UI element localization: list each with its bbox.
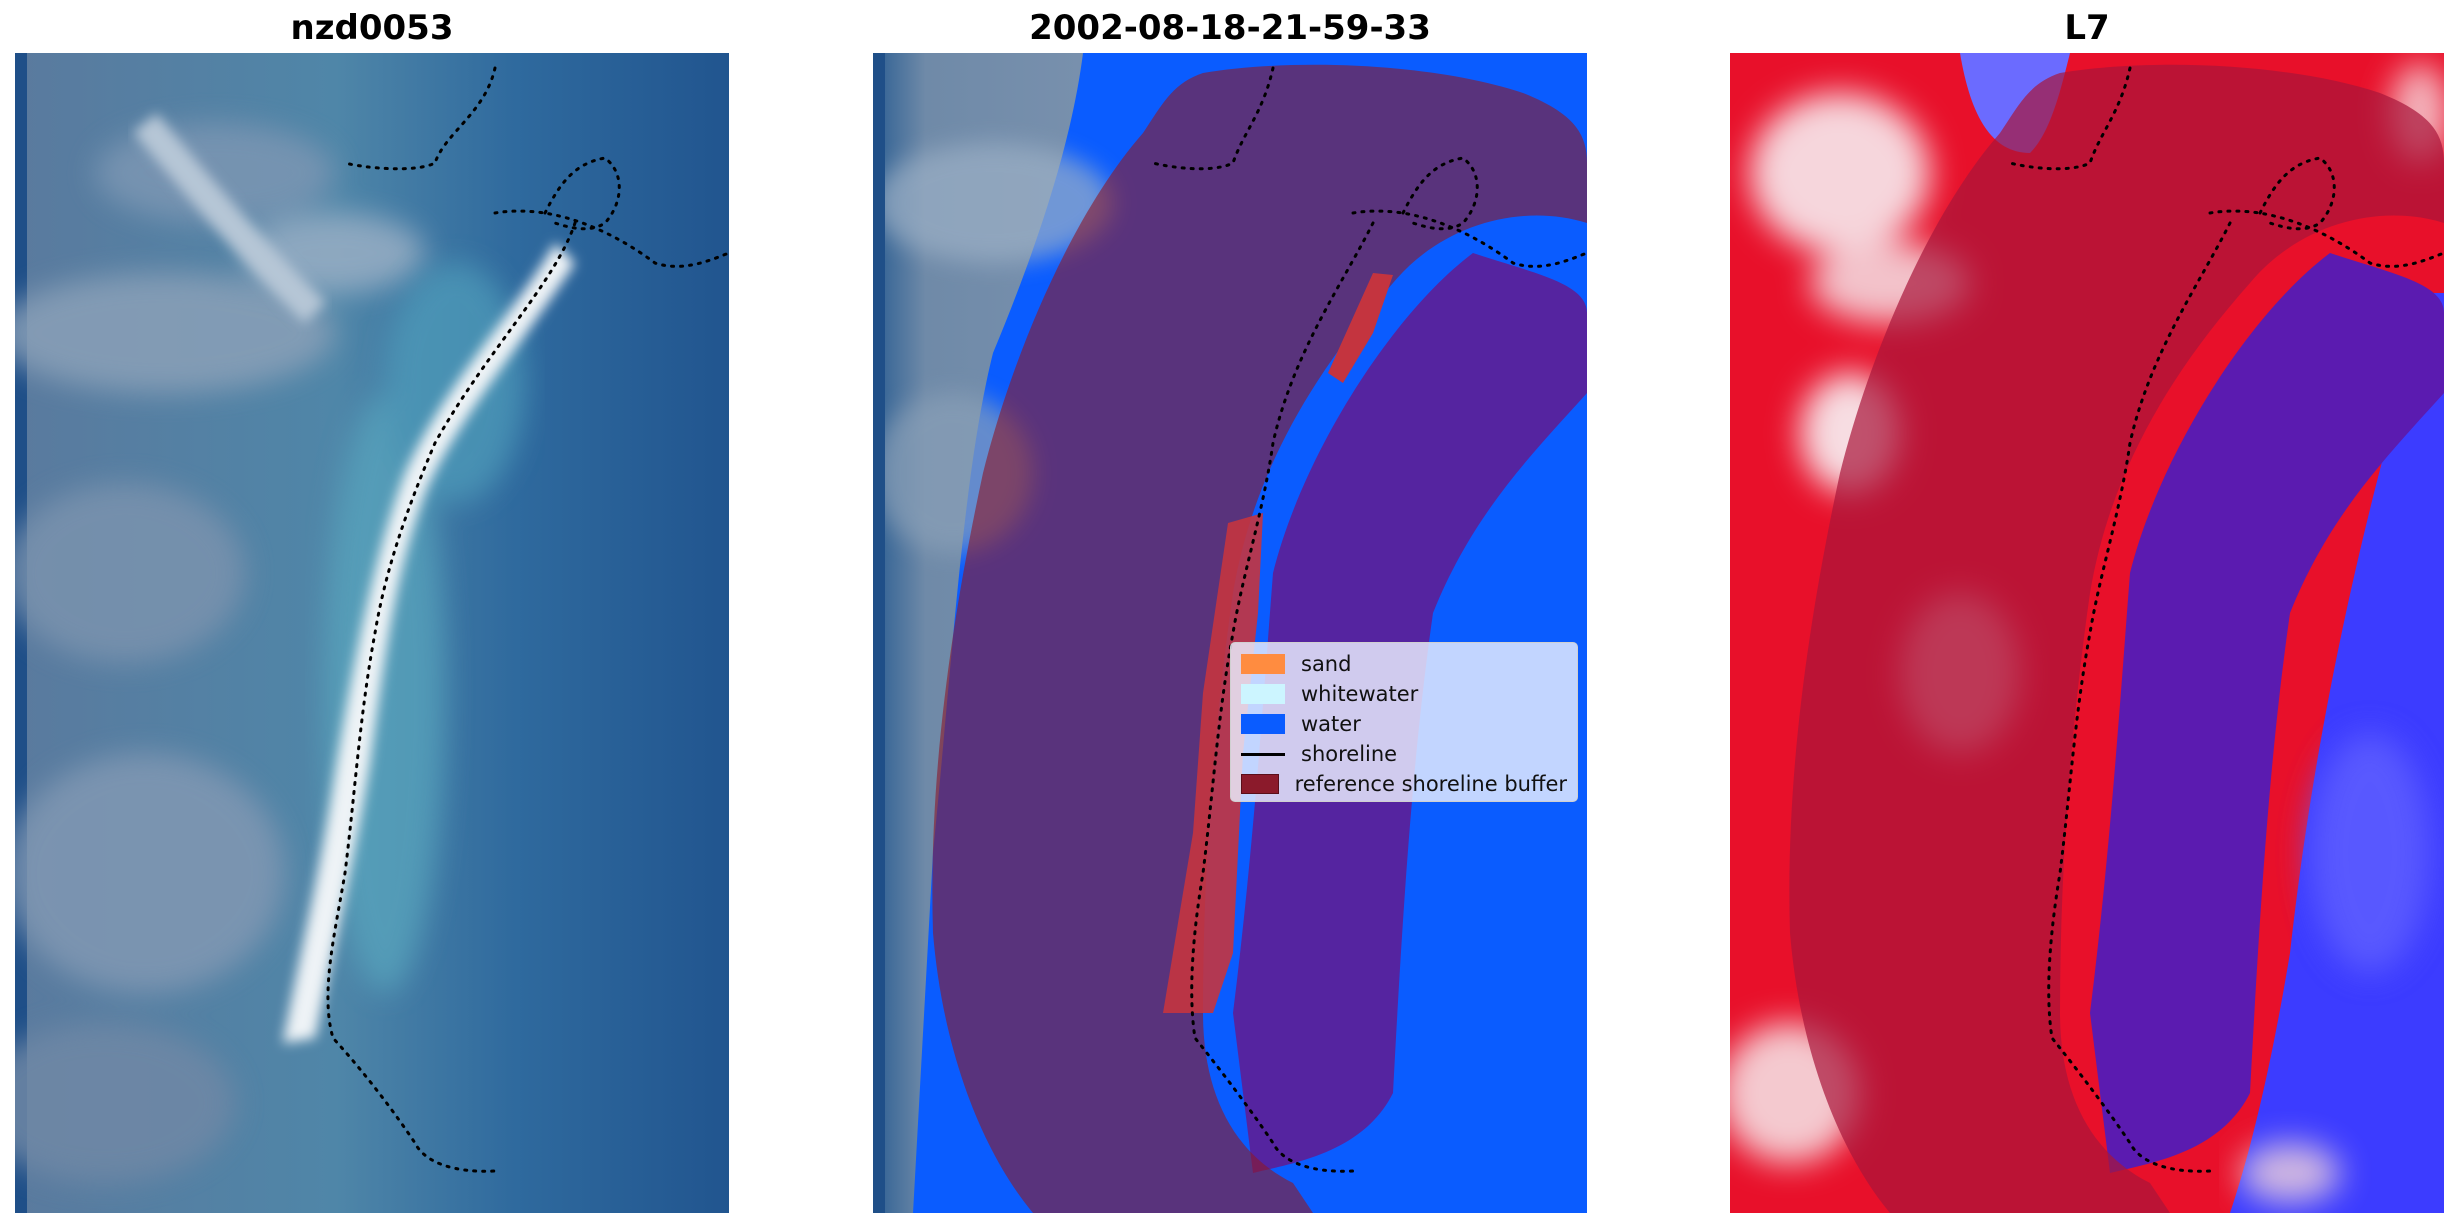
legend-item-sand: sand — [1241, 649, 1567, 679]
classified-image — [873, 53, 1587, 1213]
legend-item-whitewater: whitewater — [1241, 679, 1567, 709]
rgb-image — [15, 53, 729, 1213]
legend-swatch-sand — [1241, 654, 1285, 674]
rgb-image-panel — [15, 53, 729, 1213]
classified-image-panel — [873, 53, 1587, 1213]
legend-swatch-shoreline — [1241, 752, 1285, 756]
legend: sand whitewater water shoreline referenc… — [1230, 642, 1578, 802]
legend-item-buffer: reference shoreline buffer — [1241, 769, 1567, 799]
panel-title-rgb: nzd0053 — [290, 8, 454, 48]
legend-label: water — [1301, 712, 1361, 736]
legend-item-shoreline: shoreline — [1241, 739, 1567, 769]
index-image-panel — [1730, 53, 2444, 1213]
legend-label: shoreline — [1301, 742, 1398, 766]
legend-swatch-whitewater — [1241, 684, 1285, 704]
legend-item-water: water — [1241, 709, 1567, 739]
legend-swatch-water — [1241, 714, 1285, 734]
legend-label: sand — [1301, 652, 1352, 676]
panel-title-classified: 2002-08-18-21-59-33 — [1029, 8, 1431, 48]
index-image — [1730, 53, 2444, 1213]
panel-title-index: L7 — [2064, 8, 2110, 48]
legend-swatch-buffer — [1241, 774, 1279, 794]
legend-label: reference shoreline buffer — [1294, 772, 1567, 796]
legend-label: whitewater — [1301, 682, 1419, 706]
